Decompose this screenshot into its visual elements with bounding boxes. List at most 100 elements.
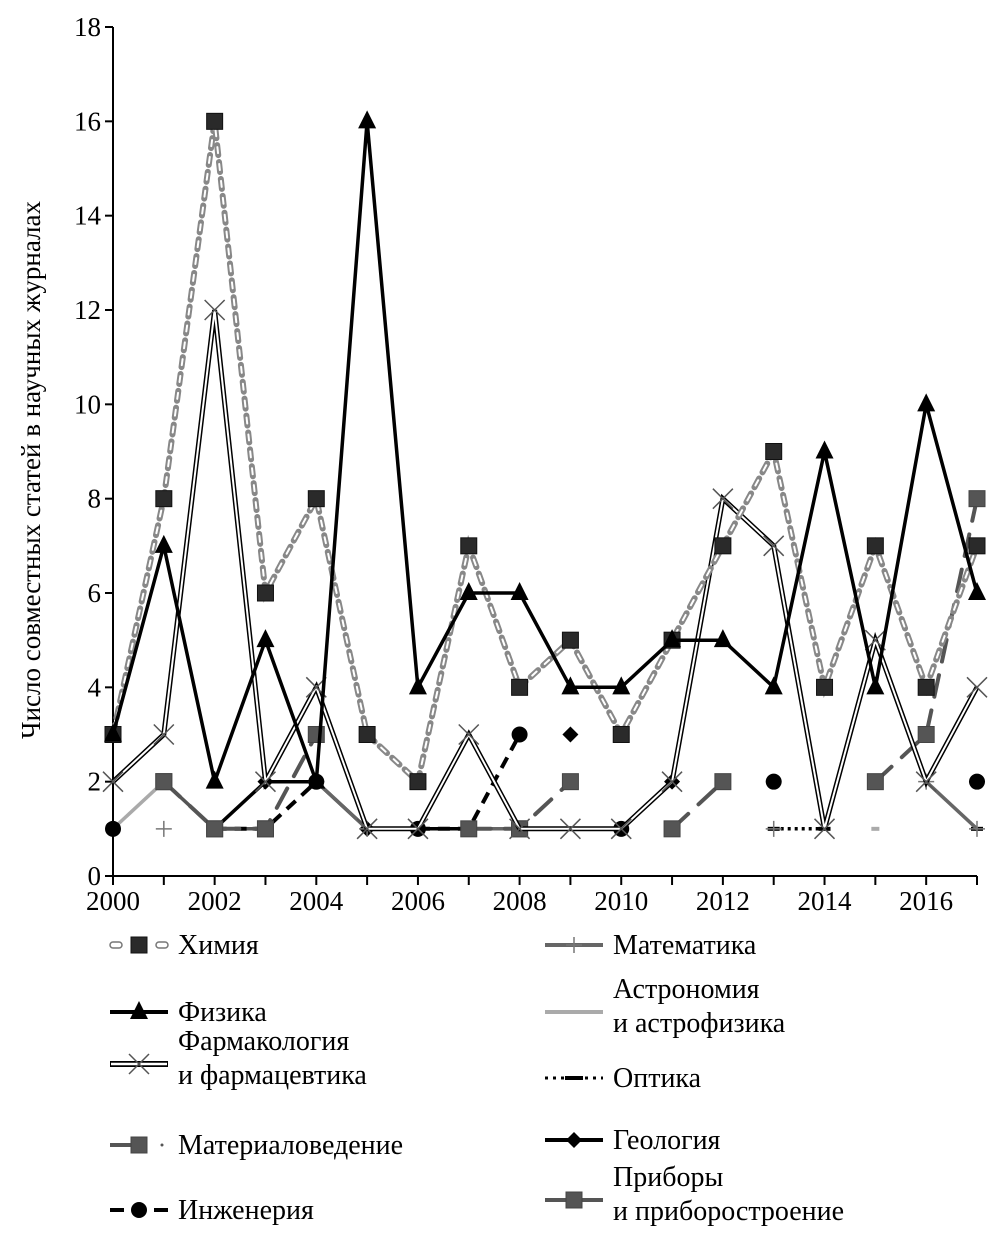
data-point-cross (712, 488, 734, 510)
y-tick-label: 8 (88, 484, 102, 514)
y-tick-label: 12 (74, 295, 101, 325)
data-point-cross (661, 771, 683, 793)
data-point-cross (559, 818, 581, 840)
x-tick-label: 2012 (696, 886, 750, 916)
y-tick-label: 16 (74, 106, 101, 136)
x-tick-label: 2002 (188, 886, 242, 916)
data-point-square (460, 820, 478, 838)
data-point-diamond (566, 1132, 582, 1148)
legend-dot (160, 1143, 164, 1147)
legend-item: Физика (110, 997, 267, 1028)
legend-item: Оптика (545, 1063, 702, 1094)
data-point-dash (871, 826, 880, 831)
legend-label: Геология (613, 1125, 721, 1156)
data-point-square (460, 537, 478, 555)
data-point-square (866, 537, 884, 555)
data-point-square (256, 820, 274, 838)
data-point-square (206, 112, 224, 130)
legend-item: Геология (545, 1125, 721, 1156)
data-point-cross (356, 818, 378, 840)
data-point-square (917, 678, 935, 696)
series-mat (155, 490, 986, 838)
data-point-square (866, 773, 884, 791)
data-point-cross (763, 535, 785, 557)
data-point-triangle (815, 440, 834, 459)
data-point-square (714, 773, 732, 791)
data-point-square (130, 936, 148, 954)
data-point-triangle (307, 770, 326, 789)
legend-label: Фармакология (178, 1026, 349, 1057)
legend-label: Астрономия (613, 974, 760, 1005)
data-point-triangle (764, 676, 783, 695)
x-tick-label: 2016 (899, 886, 953, 916)
data-point-triangle (510, 582, 529, 600)
data-point-cross (915, 771, 937, 793)
data-point-plus (566, 937, 582, 953)
data-point-square (561, 773, 579, 791)
data-point-square (714, 537, 732, 555)
y-tick-label: 6 (88, 578, 102, 608)
data-point-square (663, 820, 681, 838)
legend-line (109, 941, 123, 949)
data-point-cross (102, 771, 124, 793)
series-pharm (102, 299, 988, 840)
data-point-plus (155, 820, 172, 837)
data-point-square (612, 726, 630, 743)
data-point-dash (568, 1076, 580, 1080)
x-tick-label: 2006 (391, 886, 445, 916)
series-line (417, 733, 522, 831)
data-point-triangle (130, 1001, 148, 1019)
legend-label: и приборостроение (613, 1196, 844, 1227)
x-tick-label: 2000 (86, 886, 140, 916)
data-point-square (917, 726, 935, 743)
series-layer (102, 110, 988, 840)
data-point-square (561, 631, 579, 649)
data-point-circle (765, 773, 782, 790)
data-point-triangle (866, 676, 885, 695)
data-point-cross (407, 818, 429, 840)
series-astro (109, 779, 880, 831)
data-point-cross (458, 723, 480, 746)
y-tick-label: 14 (74, 201, 102, 231)
data-point-square (968, 490, 986, 508)
y-tick-label: 2 (88, 767, 102, 797)
data-point-triangle (612, 676, 631, 695)
data-point-square (968, 537, 986, 555)
data-point-square (155, 490, 173, 508)
legend-label: и астрофизика (613, 1008, 786, 1039)
data-point-diamond (562, 726, 579, 743)
legend-label: Инженерия (178, 1195, 314, 1226)
x-tick-label: 2014 (798, 886, 853, 916)
data-point-circle (131, 1202, 147, 1218)
legend-item: Химия (109, 930, 259, 961)
legend-label: Приборы (613, 1162, 723, 1193)
y-axis-title: Число совместных статей в научных журнал… (16, 201, 46, 739)
series-line (161, 732, 319, 831)
x-tick-label: 2004 (289, 886, 344, 916)
data-point-square (409, 773, 427, 791)
series-line (111, 121, 979, 789)
data-point-square (511, 678, 529, 696)
legend-label: и фармацевтика (178, 1060, 367, 1091)
legend-item: Математика (545, 930, 757, 961)
data-point-cross (966, 676, 988, 698)
x-tick-label: 2010 (594, 886, 648, 916)
data-point-cross (813, 818, 836, 840)
series-phys (104, 110, 986, 789)
data-point-square (206, 820, 224, 838)
data-point-square (155, 773, 173, 791)
data-point-triangle (561, 676, 580, 695)
series-line-inner (112, 309, 978, 830)
data-point-cross (153, 723, 175, 746)
data-point-cross (610, 818, 632, 840)
legend-item: Инженерия (110, 1195, 314, 1226)
data-point-triangle (154, 534, 173, 553)
data-point-triangle (459, 582, 478, 600)
data-point-triangle (104, 723, 122, 742)
data-point-circle (511, 726, 528, 743)
x-tick-label: 2008 (493, 886, 547, 916)
